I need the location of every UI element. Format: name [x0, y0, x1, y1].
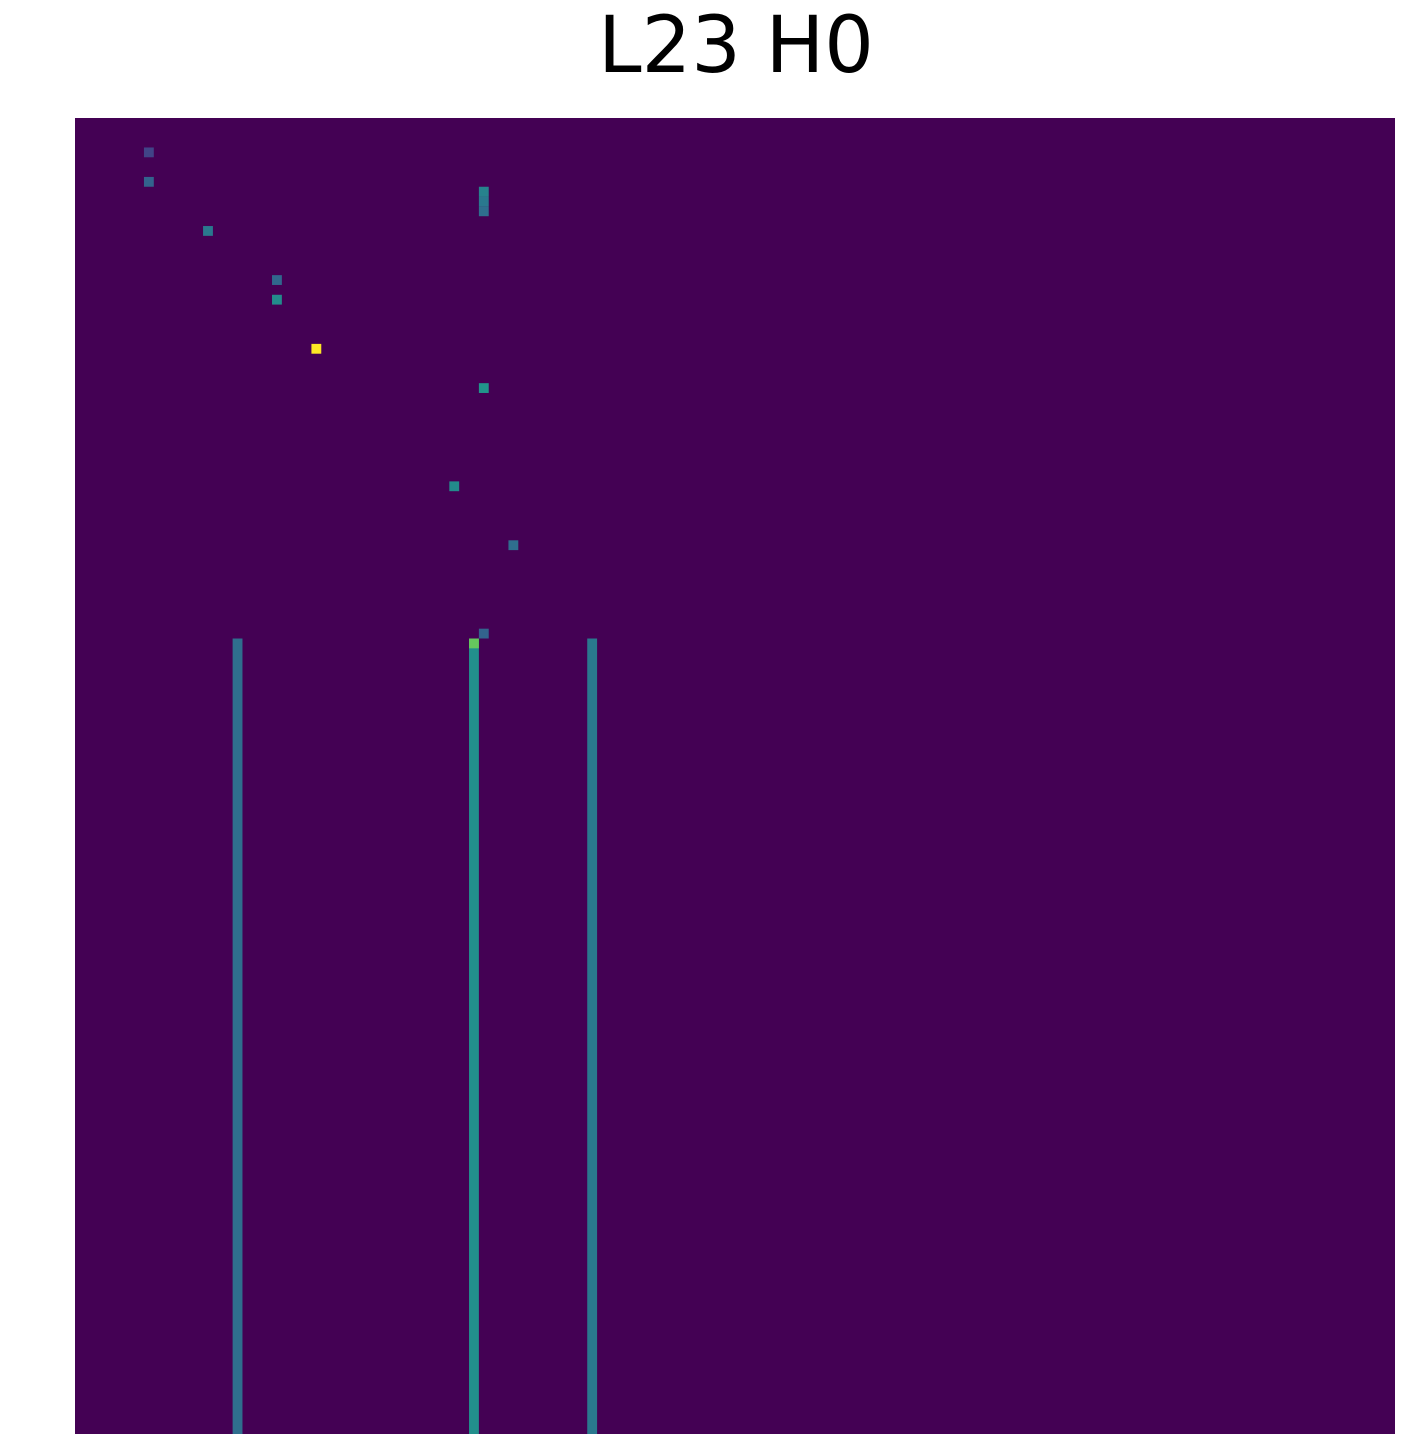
- heatmap-cell: [479, 206, 489, 216]
- chart-title: L23 H0: [0, 0, 1422, 118]
- heatmap-cell: [272, 295, 282, 305]
- heatmap-cell: [508, 540, 518, 550]
- heatmap-cell: [144, 147, 154, 157]
- heatmap-cell: [479, 383, 489, 393]
- heatmap-cell: [469, 639, 479, 649]
- heatmap-cell: [479, 197, 489, 207]
- heatmap-cell: [311, 344, 321, 354]
- heatmap-cell: [272, 275, 282, 285]
- heatmap-cell: [479, 187, 489, 197]
- heatmap-cell: [449, 481, 459, 491]
- heatmap-background: [75, 118, 1395, 1434]
- attention-heatmap: [75, 118, 1395, 1434]
- attention-stripe: [587, 639, 597, 1434]
- heatmap-cell: [144, 177, 154, 187]
- attention-stripe: [469, 639, 479, 1434]
- attention-stripe: [233, 639, 243, 1434]
- heatmap-cell: [203, 226, 213, 236]
- heatmap-cell: [479, 629, 489, 639]
